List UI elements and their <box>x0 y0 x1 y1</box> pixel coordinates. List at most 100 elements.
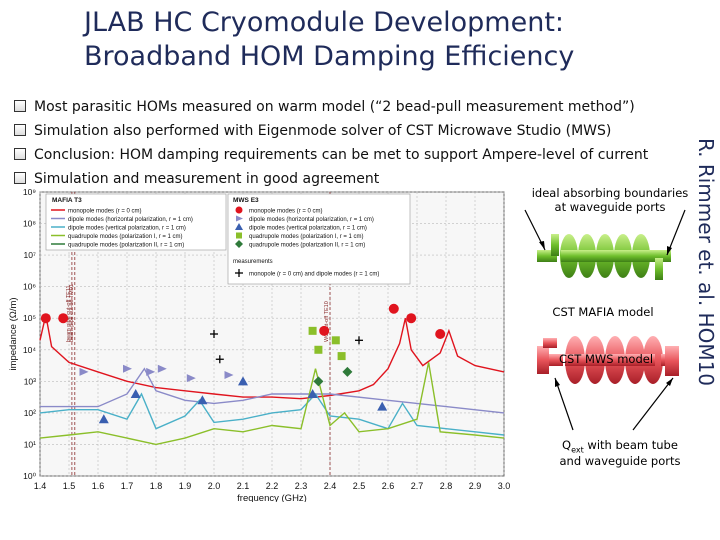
monopole-point <box>406 313 417 324</box>
series-line <box>39 392 505 436</box>
quadrupole-ii-point <box>342 366 353 377</box>
quadrupole-i-point <box>331 336 340 345</box>
y-tick-label: 10⁴ <box>23 345 36 355</box>
x-tick-label: 1.9 <box>179 481 192 491</box>
chart-legend: MAFIA T3 monopole modes (r = 0 cm) dipole … <box>45 193 411 285</box>
legend-measurement-title: measurements <box>233 259 273 265</box>
y-tick-label: 10¹ <box>24 439 36 449</box>
x-tick-label: 2.4 <box>324 481 337 491</box>
checkbox-bullet-icon <box>14 124 26 136</box>
y-tick-label: 10⁰ <box>23 471 36 481</box>
green-cavity-icon <box>524 209 686 280</box>
x-tick-label: 3.0 <box>498 481 511 491</box>
legend-mafia-entry: dipole modes (horizontal polarization, r… <box>68 217 193 223</box>
legend-mws-box <box>227 193 411 285</box>
quadrupole-i-point <box>308 326 317 335</box>
monopole-point <box>40 313 51 324</box>
legend-measurement-entry: monopole (r = 0 cm) and dipole modes (r … <box>249 272 379 278</box>
x-tick-label: 2.2 <box>266 481 279 491</box>
mws-model-label: CST MWS model <box>558 352 654 366</box>
x-tick-label: 1.5 <box>63 481 76 491</box>
bullet-text: Conclusion: HOM damping requirements can… <box>34 147 649 163</box>
qext-annotation: Qext with beam tube and waveguide ports <box>545 438 695 468</box>
y-tick-label: 10² <box>24 408 36 418</box>
dipole-v-point <box>238 376 248 386</box>
boundaries-annotation: ideal absorbing boundaries at waveguide … <box>530 186 690 214</box>
boundaries-line-1: ideal absorbing boundaries <box>531 186 689 200</box>
x-tick-label: 1.7 <box>121 481 134 491</box>
y-tick-label: 10⁷ <box>23 250 36 260</box>
cavity-models <box>524 209 686 431</box>
x-tick-label: 1.8 <box>150 481 163 491</box>
legend-mafia-entry: quadrupole modes (polarization I, r = 1 … <box>68 234 183 240</box>
legend-mws-symbol <box>236 232 242 239</box>
bullet-item: Simulation and measurement in good agree… <box>14 167 648 191</box>
x-tick-label: 2.0 <box>208 481 221 491</box>
chart-points <box>40 303 446 424</box>
legend-mws-symbol <box>235 206 243 214</box>
dipole-h-point <box>146 367 156 376</box>
bullet-item: Conclusion: HOM damping requirements can… <box>14 143 648 167</box>
legend-mafia-entry: quadrupole modes (polarization II, r = 1… <box>68 243 184 249</box>
chart-axes: 1.4 1.5 1.6 1.7 1.8 1.9 2.0 2.1 2.2 2.3 2.4 2.5 2.6 2… <box>8 187 510 502</box>
series-line <box>39 362 505 446</box>
qext-q: Q <box>562 438 572 452</box>
legend-mws-entry: monopole modes (r = 0 cm) <box>249 209 323 215</box>
bullet-list: Most parasitic HOMs measured on warm mod… <box>14 95 648 191</box>
quadrupole-i-point <box>337 352 346 361</box>
legend-mafia-entry: monopole modes (r = 0 cm) <box>68 209 142 215</box>
legend-mafia-box <box>45 193 227 251</box>
y-tick-label: 10⁸ <box>23 219 36 229</box>
quadrupole-i-point <box>314 345 323 354</box>
checkbox-bullet-icon <box>14 172 26 184</box>
x-tick-label: 1.4 <box>34 481 47 491</box>
checkbox-bullet-icon <box>14 100 26 112</box>
x-tick-label: 2.8 <box>440 481 453 491</box>
y-tick-label: 10³ <box>24 376 36 386</box>
red-cavity-icon <box>537 336 679 431</box>
monopole-point <box>58 313 69 324</box>
legend-mws-symbol <box>235 223 243 230</box>
dipole-v-point <box>98 414 109 424</box>
series-line <box>40 367 505 414</box>
legend-mws-entry: dipole modes (vertical polarization, r =… <box>249 226 367 232</box>
legend-mws-title: MWS E3 <box>233 197 259 204</box>
bullet-item: Most parasitic HOMs measured on warm mod… <box>14 95 648 119</box>
legend-mws-symbol <box>235 240 243 248</box>
credit-text: R. Rimmer et. al. HOM10 <box>694 137 718 387</box>
boundaries-line-2: at waveguide ports <box>554 200 666 214</box>
monopole-point <box>388 303 399 314</box>
checkbox-bullet-icon <box>14 148 26 160</box>
dipole-h-point <box>157 364 167 373</box>
cutoff-label: beam pipe cut-off TM01 <box>69 284 75 342</box>
slide-title: JLAB HC Cryomodule Development: Broadban… <box>84 6 574 74</box>
dipole-h-point <box>186 374 196 383</box>
legend-mws-entry: dipole modes (horizontal polarization, r… <box>249 217 374 223</box>
cutoff-label: beam pipe cut-off TE11 <box>66 285 72 342</box>
chart-curves <box>39 314 505 446</box>
x-tick-label: 2.9 <box>469 481 482 491</box>
y-tick-label: 10⁵ <box>23 313 36 323</box>
mafia-model-label: CST MAFIA model <box>552 305 654 319</box>
credit-bar <box>692 0 720 540</box>
x-tick-label: 2.5 <box>353 481 366 491</box>
quadrupole-ii-point <box>313 376 324 387</box>
dipole-h-point <box>79 367 89 376</box>
bullet-item: Simulation also performed with Eigenmode… <box>14 119 648 143</box>
dipole-h-point <box>123 364 132 373</box>
credit: R. Rimmer et. al. HOM10 <box>694 120 718 400</box>
x-tick-label: 2.3 <box>295 481 308 491</box>
qext-line-2: and waveguide ports <box>559 454 681 469</box>
monopole-point <box>435 329 446 339</box>
dipole-v-point <box>130 388 141 398</box>
bullet-text: Simulation and measurement in good agree… <box>34 171 380 187</box>
bullet-text: Simulation also performed with Eigenmode… <box>34 123 612 139</box>
monopole-point <box>319 325 330 336</box>
legend-mafia-title: MAFIA T3 <box>52 197 82 204</box>
dipole-h-point <box>224 371 234 380</box>
dipole-v-point <box>307 388 318 398</box>
x-tick-label: 2.1 <box>237 481 250 491</box>
legend-mws-entry: quadrupole modes (polarization I, r = 1 … <box>249 234 364 240</box>
cutoff-label: WG cut-off TE10 <box>324 301 330 342</box>
